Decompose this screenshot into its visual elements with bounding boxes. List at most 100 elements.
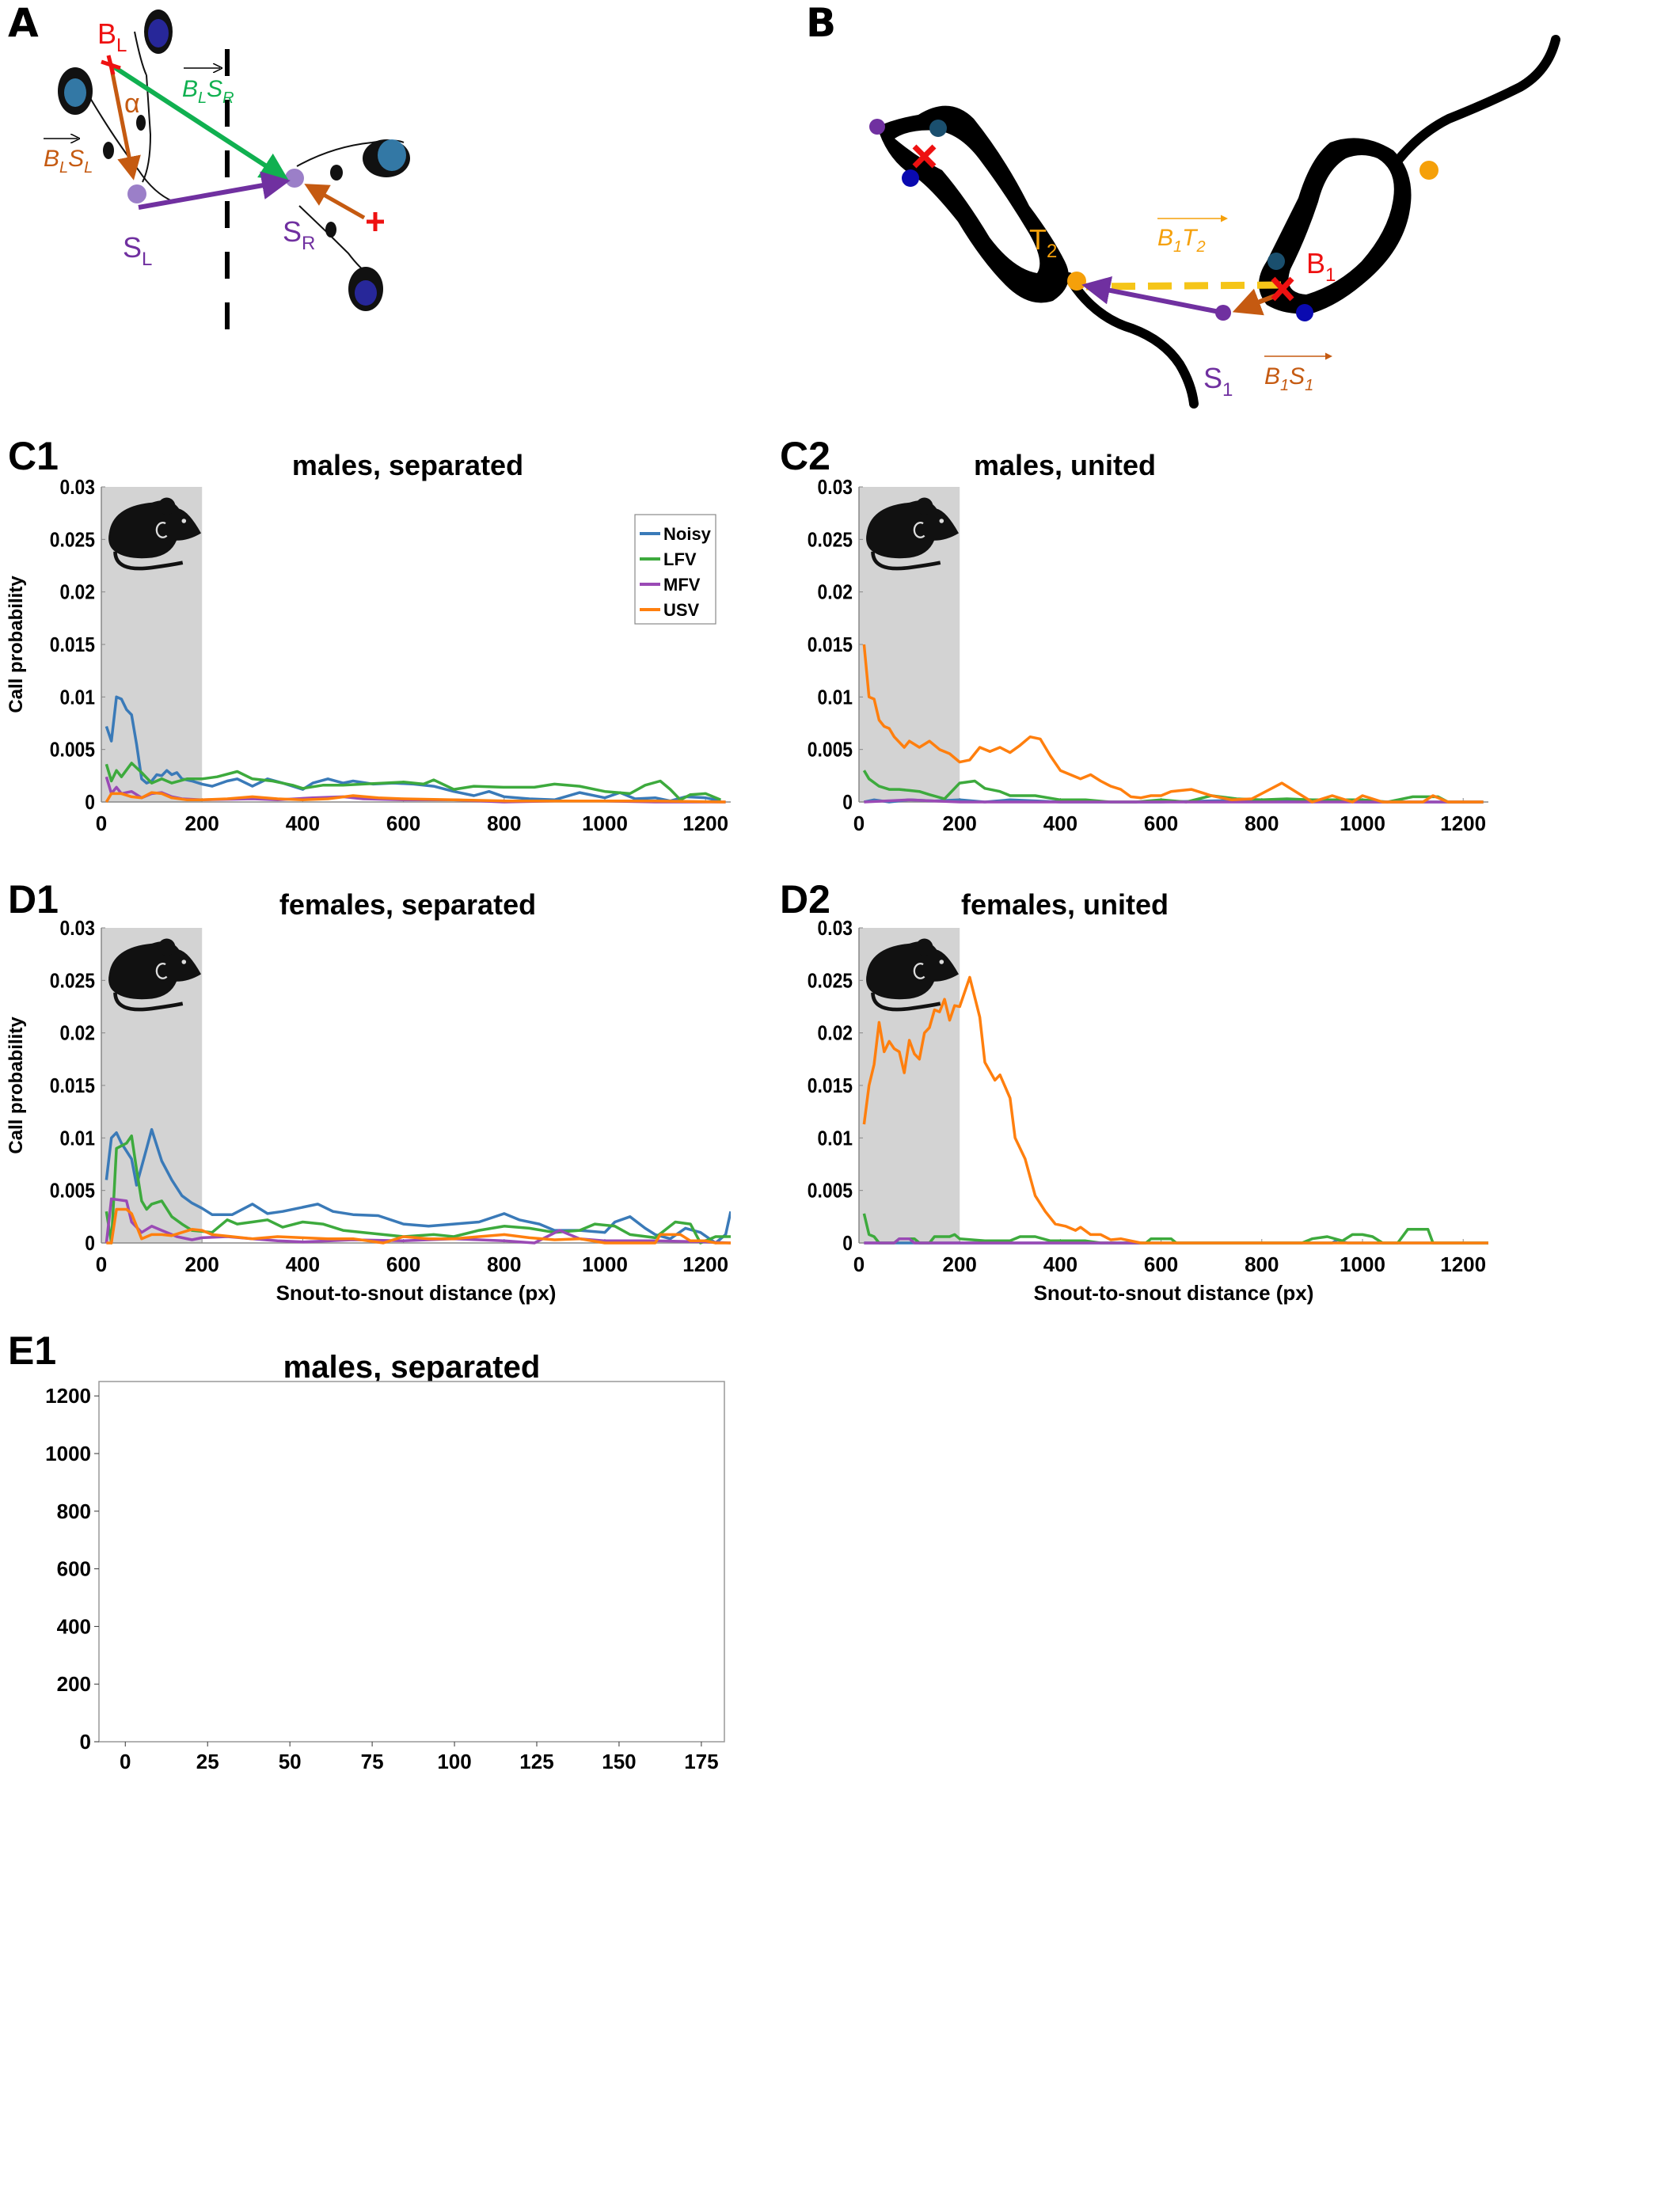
right-mouse-eye [330,165,343,181]
x-tick-label: 400 [1043,1252,1077,1276]
vector-b1-t2-dashed [1085,281,1282,291]
y-tick-label: 0.005 [50,739,95,762]
x-axis-label: Snout-to-snout distance (px) [276,1281,557,1305]
series-group [862,975,1488,1245]
panel-letter-d2: D2 [780,877,830,922]
y-tick-label: 0.02 [60,1022,95,1045]
label-vector-bl-sr: BLSR [182,76,234,107]
x-tick-label: 1200 [1440,811,1486,835]
x-tick-label: 600 [1144,811,1178,835]
y-tick-label: 0.015 [808,634,853,657]
y-tick-label: 1200 [45,1384,91,1408]
legend-label: Noisy [663,524,712,544]
y-tick-label: 0.03 [60,918,95,941]
y-tick-label: 0.02 [818,581,853,604]
y-tick-label: 0 [842,792,853,815]
vector-br-sr-arrow [304,184,366,220]
label-sr: SR [283,215,315,254]
x-tick-label: 1000 [1340,811,1385,835]
label-b1: B1 [1306,247,1336,286]
rat-left-tailbase-cross-icon [912,144,937,169]
x-tick-label: 200 [943,1252,977,1276]
snout-left-marker [127,184,146,203]
rat-left-tail [1064,272,1199,409]
left-mouse-ear-right-marker [148,19,169,48]
y-tick-label: 0 [85,792,95,815]
y-tick-label: 0.025 [50,970,95,993]
x-tick-label: 25 [196,1750,219,1773]
x-tick-label: 800 [1245,811,1279,835]
x-tick-label: 200 [185,811,219,835]
x-tick-label: 600 [386,811,420,835]
y-tick-label: 0.03 [818,477,853,500]
x-tick-label: 125 [519,1750,553,1773]
y-tick-label: 0.025 [808,529,853,552]
x-tick-label: 0 [853,1252,865,1276]
left-mouse-ear-marker [64,78,86,107]
x-tick-label: 1200 [1440,1252,1486,1276]
y-tick-label: 0.015 [50,1075,95,1098]
series-line-usv [862,975,1488,1245]
y-tick-label: 600 [57,1557,91,1581]
y-tick-label: 0.025 [50,529,95,552]
label-vector-bl-sl: BLSL [44,146,93,177]
y-tick-label: 0.005 [808,1180,853,1203]
label-bl: BL [97,17,127,56]
right-mouse-ear-bottom-marker [355,280,377,306]
rat-right-tailbase-marker [1419,161,1438,180]
x-tick-label: 400 [286,1252,320,1276]
series-line-mfv [864,1237,1142,1245]
rat-right-ear-marker [1296,304,1313,321]
panel-b-diagram: T2 B1 S1 B1T2 B1S1 [869,35,1560,409]
y-tick-label: 0.005 [808,739,853,762]
rat-left-silhouette [877,105,1069,303]
series-group [862,644,1484,804]
x-tick-label: 100 [437,1750,471,1773]
y-tick-label: 0.015 [50,634,95,657]
label-alpha: α [124,89,140,119]
series-line-usv [862,644,1484,804]
x-tick-label: 200 [185,1252,219,1276]
panel-letter-c1: C1 [8,434,59,478]
series-line-noisy [105,1127,731,1245]
x-tick-label: 1200 [682,1252,728,1276]
y-tick-label: 0.03 [60,477,95,500]
series-line-usv [106,1207,731,1245]
legend: Noisy LFV MFV USV [634,514,716,625]
x-tick-label: 600 [386,1252,420,1276]
y-tick-label: 1000 [45,1442,91,1465]
rat-left-snout-marker [869,119,885,135]
panel-letter-a: A [8,0,39,46]
y-tick-label: 400 [57,1614,91,1638]
right-mouse-eye [325,222,336,238]
chart-d1: D1 females, separated 0 0.005 0.01 0.015 0.02 0… [6,877,731,1305]
tailbase-left-cross-icon [101,55,121,75]
y-axis-label: Call probability [6,1017,27,1154]
x-tick-label: 75 [361,1750,384,1773]
plot-frame [98,1381,725,1743]
right-mouse-ear-top-marker [378,139,406,171]
left-mouse-eye [103,142,114,159]
rat-left-ear-marker [929,120,947,137]
y-tick-label: 0.01 [818,1127,853,1150]
chart-e1: E1 males, separated 0 200 400 600 800 1000 1200 0… [8,1328,725,1773]
series-line-mfv [864,798,1484,804]
panel-letter-d1: D1 [8,877,59,922]
x-tick-label: 400 [1043,811,1077,835]
panel-letter-e1: E1 [8,1328,56,1373]
y-tick-label: 800 [57,1499,91,1523]
series-group [105,1127,731,1245]
label-vector-b1-t2: B1T2 [1157,225,1206,256]
y-tick-label: 0.03 [818,918,853,941]
series-line-lfv [105,1134,731,1245]
legend-label: USV [663,600,700,620]
y-tick-label: 0.015 [808,1075,853,1098]
label-t2: T2 [1029,223,1057,262]
y-tick-label: 0.02 [818,1022,853,1045]
y-tick-label: 0.01 [818,686,853,709]
chart-title: males, separated [283,1350,541,1385]
x-tick-label: 1000 [1340,1252,1385,1276]
x-tick-label: 50 [279,1750,302,1773]
rat-right-tail [1389,35,1560,171]
